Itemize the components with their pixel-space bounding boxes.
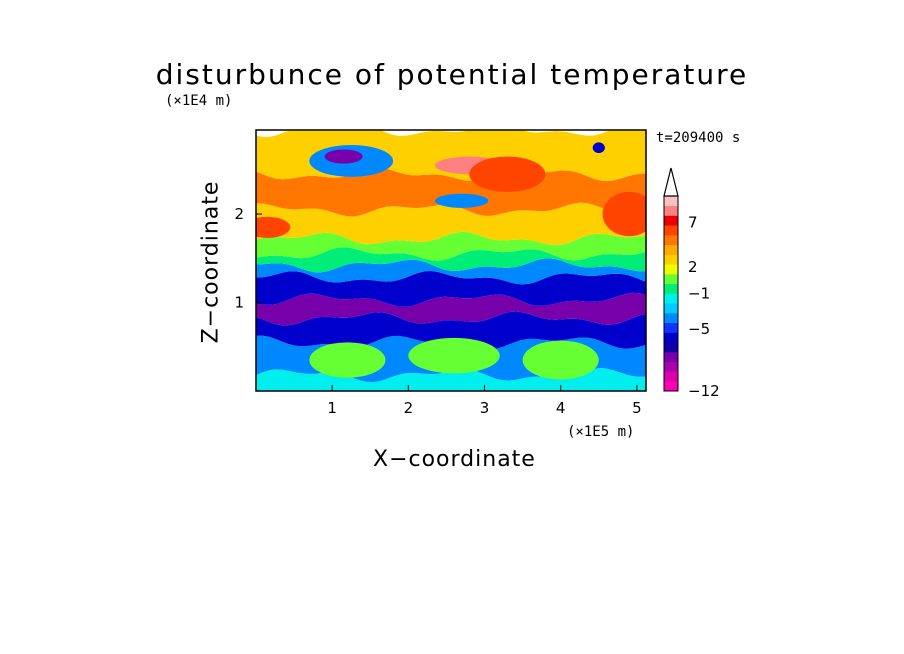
heatmap-band [256,202,646,246]
colorbar-segment [664,303,678,314]
heatmap-feature [408,337,500,374]
colorbar-tick-label: 7 [688,214,698,232]
heatmap-band [256,292,646,326]
colorbar-segment [664,254,678,265]
x-axis-label: X−coordinate [373,447,536,472]
heatmap-feature [592,142,605,154]
heatmap-band [256,231,646,261]
heatmap-band [256,167,646,217]
colorbar-segment [664,205,678,216]
heatmap-feature [602,191,646,237]
colorbar-extension [663,167,679,197]
colorbar-segment [664,293,678,304]
heatmap-band [256,271,646,307]
y-tick-label: 1 [234,294,244,312]
colorbar-segment [664,235,678,246]
colorbar-segment [664,352,678,363]
y-tick-label: 2 [234,205,244,223]
colorbar-tick-label: 2 [688,258,698,276]
colorbar-segment [664,342,678,353]
colorbar-frame [663,195,679,392]
time-annotation: t=209400 s [656,130,741,146]
heatmap-band [256,311,646,350]
colorbar-segment [664,332,678,343]
colorbar-segment [664,244,678,255]
colorbar-tick-label: −5 [688,320,710,338]
x-tick-label: 1 [327,399,337,417]
x-tick-label: 2 [404,399,414,417]
y-axis-unit: (×1E4 m) [165,93,233,109]
colorbar-segment [664,283,678,294]
colorbar-segment [664,361,678,372]
heatmap-feature [309,342,386,378]
chart-title: disturbunce of potential temperature [155,58,749,91]
x-axis-unit: (×1E5 m) [567,424,635,440]
x-tick-label: 3 [480,399,490,417]
colorbar-segment [664,371,678,382]
colorbar-segment [664,322,678,333]
colorbar-tick-label: −1 [688,285,710,303]
colorbar-segment [664,274,678,285]
x-tick-label: 4 [556,399,566,417]
heatmap-feature [522,340,599,380]
heatmap-feature [435,193,489,208]
colorbar-segment [664,225,678,236]
colorbar-segment [664,215,678,226]
heatmap-feature [469,156,546,192]
x-tick-label: 5 [632,399,642,417]
heatmap-band [256,258,646,285]
heatmap-band [256,247,646,273]
colorbar-segment [664,381,678,392]
colorbar-segment [664,264,678,275]
heatmap-band [256,368,646,391]
heatmap-feature [324,149,363,164]
heatmap-feature [256,216,291,238]
colorbar-segment [664,196,678,207]
colorbar-segment [664,313,678,324]
colorbar-tick-label: −12 [688,382,720,400]
